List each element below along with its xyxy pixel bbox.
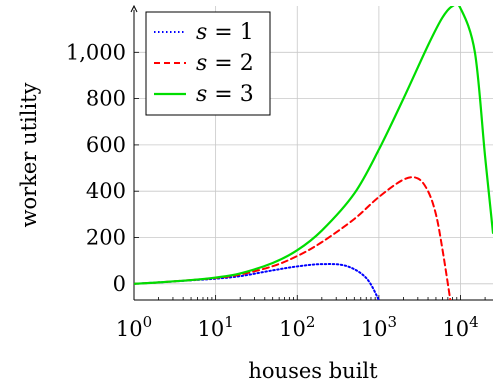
x-tick-label: 101 xyxy=(197,313,233,341)
legend-label-3: s = 3 xyxy=(196,82,254,107)
x-tick-label: 100 xyxy=(116,313,152,341)
y-tick-label: 200 xyxy=(86,225,126,249)
tick-labels: 100 101 102 103 104 0 200 400 600 800 1,000 xyxy=(66,40,479,341)
y-axis-title: worker utility xyxy=(17,82,41,227)
y-tick-label: 800 xyxy=(86,87,126,111)
x-axis-title: houses built xyxy=(248,359,378,383)
x-tick-label: 104 xyxy=(442,313,478,341)
y-tick-label: 600 xyxy=(86,133,126,157)
legend-label-1: s = 1 xyxy=(196,20,254,45)
x-tick-label: 103 xyxy=(361,313,397,341)
y-tick-label: 0 xyxy=(113,272,126,296)
axes xyxy=(130,4,493,301)
series xyxy=(134,6,493,300)
series-line-3 xyxy=(134,6,493,285)
y-tick-label: 1,000 xyxy=(66,40,126,64)
y-axis-arrow xyxy=(130,4,138,13)
x-tick-label: 102 xyxy=(279,313,315,341)
legend-label-2: s = 2 xyxy=(196,51,254,76)
y-tick-label: 400 xyxy=(86,179,126,203)
legend: s = 1 s = 2 s = 3 xyxy=(145,11,271,116)
